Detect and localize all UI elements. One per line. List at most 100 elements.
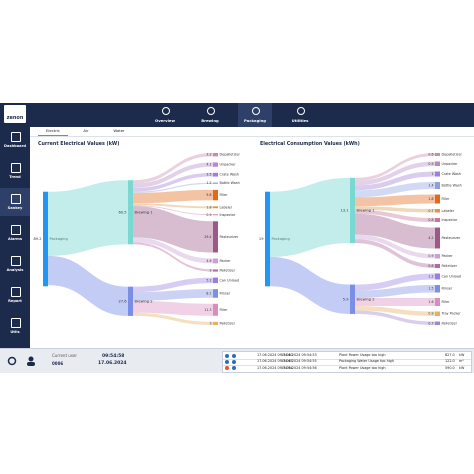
alarm-list: 17.06.2024 09:54:40 17.06.2024 09:54:53 Pl… [222, 351, 472, 373]
nav-item[interactable]: Utilities [291, 118, 309, 123]
leaf-node [435, 194, 440, 204]
leaf-node [435, 311, 440, 316]
link [133, 205, 213, 216]
nav-item[interactable]: Packaging [243, 118, 267, 123]
sidebar-item[interactable]: Analysis [6, 268, 24, 272]
link [355, 182, 435, 198]
link [133, 237, 213, 264]
leaf-node [213, 258, 218, 264]
group-node [128, 180, 133, 245]
link [133, 153, 213, 184]
leaf-label: Labeler [220, 205, 233, 209]
group-label: Brewing 1 [135, 210, 153, 214]
leaf-value: 0.8 [428, 264, 433, 268]
sidebar-item[interactable]: Dashboard [4, 144, 26, 148]
alarm-row-line [223, 358, 471, 360]
leaf-node [435, 153, 440, 156]
link [270, 177, 350, 257]
leaf-node [435, 182, 440, 190]
alarm-icon [232, 366, 236, 371]
link [355, 305, 435, 316]
nav-icon [11, 318, 21, 328]
chart-title: Current Electrical Values (kW) [38, 141, 119, 147]
alarm-icon [232, 359, 236, 364]
leaf-label: Filler [220, 193, 229, 197]
link [355, 239, 435, 268]
nav-icon [162, 107, 170, 115]
root-label: Packaging [272, 237, 290, 241]
sidebar-item[interactable]: Sankey [7, 206, 23, 210]
leaf-label: Palletizer [442, 321, 458, 325]
logo-box [4, 105, 26, 123]
leaf-label: Crate Wash [220, 173, 239, 177]
sidebar-item[interactable]: Report [8, 299, 22, 303]
group-label: Brewing 2 [135, 299, 153, 303]
leaf-value: 1.8 [428, 197, 433, 201]
alarm-cell: Packaging Water Usage too high [339, 359, 394, 364]
sidebar-item[interactable]: Alarms [7, 237, 23, 241]
leaf-value: 0.7 [428, 321, 433, 325]
leaf-label: Bottle Wash [442, 184, 462, 188]
leaf-value: 0.9 [428, 312, 433, 316]
root-label: Packaging [50, 237, 68, 241]
leaf-value: 1.2 [206, 181, 211, 185]
alarm-cell: Plant Power Usage too high [339, 353, 386, 357]
nav-item[interactable]: Brewing [201, 118, 219, 123]
active-item [0, 188, 30, 216]
tab[interactable]: Air [83, 128, 89, 133]
link [355, 161, 435, 186]
alarm-icon [232, 353, 236, 358]
leaf-value: 3.2 [206, 153, 211, 157]
nav-item[interactable]: Overview [154, 118, 175, 123]
group-label: Brewing 1 [357, 208, 375, 212]
tab[interactable]: Electric [45, 128, 61, 133]
leaf-node [435, 273, 440, 280]
link [355, 285, 435, 299]
leaf-label: Palletizer [442, 264, 458, 268]
leaf-label: Can Unload [442, 274, 462, 278]
link [355, 209, 435, 223]
link [133, 162, 213, 188]
link [133, 277, 213, 293]
leaf-value: 9.8 [206, 193, 211, 197]
group-value: 60.5 [118, 210, 126, 214]
leaf-label: Palletizer [220, 321, 236, 325]
leaf-node [435, 227, 440, 249]
sidebar-item[interactable]: Trend [9, 175, 21, 179]
alarm-cell: 17.06.2024 09:54:56 [281, 365, 317, 370]
sidebar-item[interactable]: Utils [10, 330, 20, 334]
alarm-cell: 590.0 [445, 365, 455, 370]
root-value: 19 [259, 237, 264, 241]
leaf-label: Packer [442, 254, 454, 258]
leaf-label: Inspector [442, 218, 458, 222]
leaf-value: 4.2 [428, 236, 433, 240]
user-icon[interactable] [28, 356, 34, 362]
alarm-cell: 17.06.2024 09:54:54 [257, 365, 293, 370]
leaf-value: 11.3 [204, 308, 211, 312]
leaf-node [435, 321, 440, 325]
leaf-value: 1 [431, 172, 433, 176]
leaf-label: Rinser [442, 287, 453, 291]
alarm-cell: 17.06.2024 09:54:55 [281, 359, 317, 364]
tab[interactable]: Water [113, 128, 125, 133]
leaf-value: 1.5 [428, 287, 433, 291]
leaf-node [213, 153, 218, 157]
nav-icon [11, 132, 21, 142]
leaf-node [435, 253, 440, 259]
link [133, 203, 213, 209]
link [48, 255, 128, 316]
settings-icon[interactable] [7, 356, 17, 366]
leaf-node [213, 289, 218, 298]
nav-icon [297, 107, 305, 115]
nav-icon [11, 287, 21, 297]
link [355, 273, 435, 291]
leaf-label: Labeler [442, 209, 455, 213]
alarm-cell: 17.06.2024 09:54:53 [281, 353, 317, 357]
nav-icon [11, 163, 21, 173]
leaf-value: 8.1 [206, 291, 211, 295]
group-label: Brewing 2 [357, 297, 375, 301]
leaf-node [213, 221, 218, 253]
leaf-value: 1.2 [428, 274, 433, 278]
leaf-label: Palletizer [220, 268, 236, 272]
